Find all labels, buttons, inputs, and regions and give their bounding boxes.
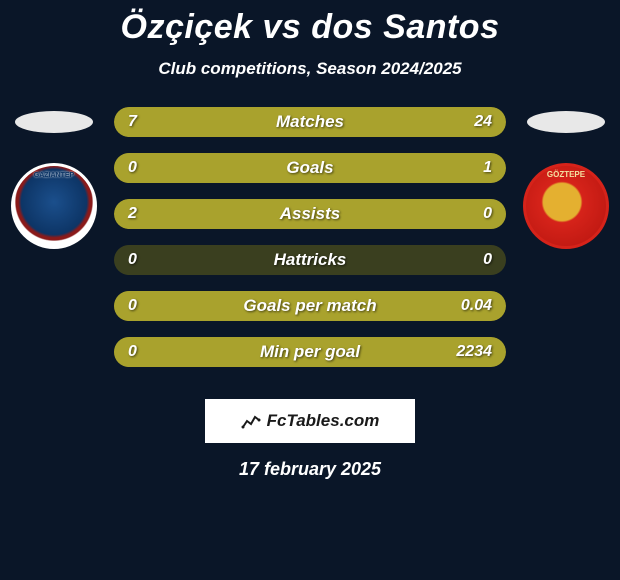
stat-row: 00Hattricks [114, 245, 506, 275]
crest-left-label: GAZIANTEP [14, 172, 94, 179]
stat-label: Hattricks [114, 245, 506, 275]
source-brand-text: FcTables.com [267, 411, 380, 431]
stat-row: 00.04Goals per match [114, 291, 506, 321]
player-silhouette-head-left [15, 111, 93, 133]
player-silhouette-head-right [527, 111, 605, 133]
stat-row: 01Goals [114, 153, 506, 183]
stat-bars: 724Matches 01Goals 20Assists 00Hattricks 00.… [102, 107, 518, 383]
stat-row: 02234Min per goal [114, 337, 506, 367]
snapshot-date: 17 february 2025 [0, 459, 620, 480]
stat-label: Goals [114, 153, 506, 183]
stat-label: Assists [114, 199, 506, 229]
fctables-logo-icon [241, 411, 261, 431]
stat-label: Min per goal [114, 337, 506, 367]
stat-label: Matches [114, 107, 506, 137]
stat-row: 724Matches [114, 107, 506, 137]
right-player-col: GÖZTEPE [518, 107, 614, 249]
stats-area: GAZIANTEP 724Matches 01Goals 20Assists 00Ha… [0, 107, 620, 383]
subtitle: Club competitions, Season 2024/2025 [0, 59, 620, 79]
crest-right-label: GÖZTEPE [526, 170, 606, 179]
page-title: Özçiçek vs dos Santos [0, 8, 620, 47]
left-player-col: GAZIANTEP [6, 107, 102, 249]
stat-row: 20Assists [114, 199, 506, 229]
team-crest-left: GAZIANTEP [11, 163, 97, 249]
comparison-card: Özçiçek vs dos Santos Club competitions,… [0, 0, 620, 580]
source-badge: FcTables.com [205, 399, 415, 443]
stat-label: Goals per match [114, 291, 506, 321]
team-crest-right: GÖZTEPE [523, 163, 609, 249]
